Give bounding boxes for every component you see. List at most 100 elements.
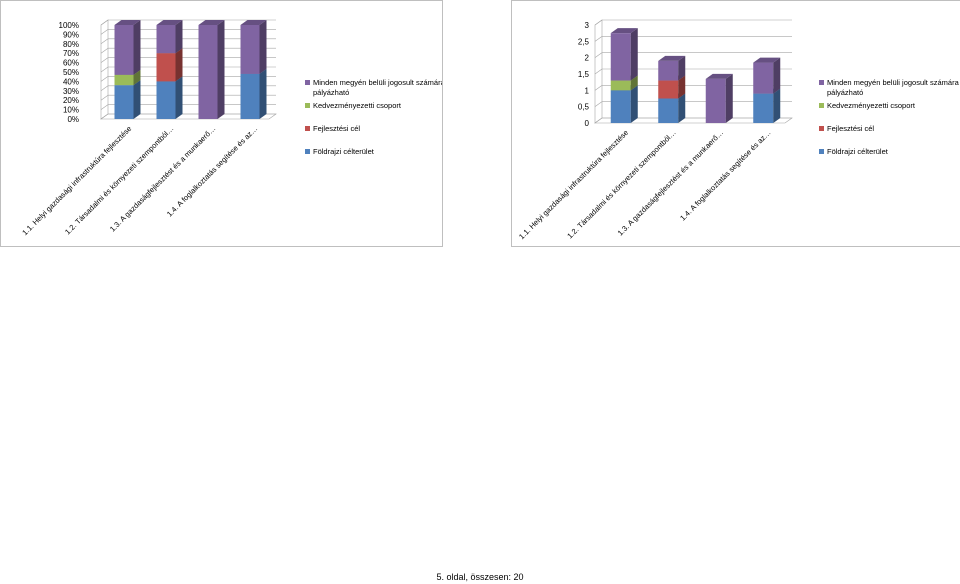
y-tick-label: 100% xyxy=(59,21,79,30)
bar-front xyxy=(114,25,134,75)
bar-front xyxy=(156,25,176,54)
gridline-side xyxy=(594,101,603,107)
bar-side xyxy=(630,85,638,123)
y-tick-label: 50% xyxy=(63,68,79,77)
y-tick-label: 2,5 xyxy=(578,37,590,46)
bar-side xyxy=(175,76,183,119)
bar-side xyxy=(678,93,686,123)
legend-label: Kedvezményezetti csoport xyxy=(313,101,402,110)
bar-front xyxy=(658,98,679,123)
legend-item: Földrajzi célterület xyxy=(305,147,375,156)
gridline-side xyxy=(100,85,109,92)
gridline-side xyxy=(100,113,109,120)
bar-segment xyxy=(753,88,781,123)
bar-segment xyxy=(658,55,686,81)
bar-front xyxy=(658,60,679,81)
gridline-side xyxy=(100,76,109,82)
legend-label: Földrajzi célterület xyxy=(313,147,375,156)
legend-label: Fejlesztési cél xyxy=(827,124,874,133)
bar-side xyxy=(773,88,781,123)
bar-front xyxy=(610,90,631,123)
gridline-side xyxy=(594,68,603,75)
bar-side xyxy=(259,68,267,119)
legend-item: Fejlesztési cél xyxy=(305,124,360,133)
gridline-side xyxy=(594,19,603,26)
bar-front xyxy=(198,25,218,119)
stacked-bar-chart: 0 0,5 1 1,5 2 2,5 3 1.1. Helyi gazdasági infras… xyxy=(511,0,960,247)
bar-side xyxy=(133,69,141,86)
y-tick-label: 20% xyxy=(63,96,79,105)
y-tick-label: 90% xyxy=(63,30,79,39)
legend-item: Földrajzi célterület xyxy=(819,147,889,156)
bar-side xyxy=(175,48,183,82)
y-tick-label: 0,5 xyxy=(578,103,590,112)
x-tick-label: 1.3. A gazdaságfejlesztést és a munkaerő… xyxy=(616,128,726,238)
y-tick-label: 0 xyxy=(585,119,590,128)
bar-side xyxy=(725,73,733,123)
gridline-side xyxy=(594,52,603,58)
legend-label: Kedvezményezetti csoport xyxy=(827,101,916,110)
y-tick-label: 80% xyxy=(63,40,79,49)
bar-segment xyxy=(240,68,267,119)
y-tick-label: 30% xyxy=(63,87,79,96)
x-tick-label: 1.4. A foglalkoztatás segítése és az… xyxy=(678,128,773,223)
legend: Minden megyén belüli jogosult számára pál… xyxy=(819,78,960,156)
bar-front xyxy=(114,74,134,86)
bars xyxy=(610,28,781,123)
bar-segment xyxy=(198,20,225,119)
bar-top xyxy=(705,73,733,79)
gridline-side xyxy=(100,94,109,101)
gridline-side xyxy=(100,38,109,45)
legend-swatch xyxy=(305,80,310,85)
y-tick-label: 3 xyxy=(585,21,590,30)
x-tick-label: 1.2. Társadalmi és környezeti szempontbó… xyxy=(565,128,677,240)
gridline-side xyxy=(100,47,109,54)
bar-segment xyxy=(705,73,733,123)
bar-side xyxy=(773,57,781,94)
y-tick-label: 1,5 xyxy=(578,70,590,79)
legend-swatch xyxy=(819,103,824,108)
bar-front xyxy=(610,33,631,81)
bar-segment xyxy=(610,85,638,123)
legend-item: Kedvezményezetti csoport xyxy=(819,101,916,110)
y-tick-label: 0% xyxy=(67,115,79,124)
bar-front xyxy=(610,80,631,91)
bar-side xyxy=(133,20,141,75)
legend: Minden megyén belüli jogosult számára pál… xyxy=(305,78,442,156)
y-tick-label: 10% xyxy=(63,106,79,115)
legend-swatch xyxy=(819,126,824,131)
bars xyxy=(114,20,267,119)
legend-item: Minden megyén belüli jogosult számára pál… xyxy=(819,78,960,97)
bar-top xyxy=(156,20,183,25)
bar-front xyxy=(240,73,260,119)
bar-segment xyxy=(114,20,141,75)
bar-front xyxy=(705,78,726,123)
gridline-side xyxy=(594,117,603,124)
bar-top xyxy=(658,55,686,61)
bar-front xyxy=(753,62,774,94)
bar-top xyxy=(610,28,638,34)
y-tick-label: 40% xyxy=(63,77,79,86)
y-tick-label: 70% xyxy=(63,49,79,58)
bar-front xyxy=(156,53,176,82)
bar-segment xyxy=(156,76,183,119)
bar-segment xyxy=(753,57,781,94)
legend-item: Minden megyén belüli jogosult számára pál… xyxy=(305,78,442,97)
page-footer: 5. oldal, összesen: 20 xyxy=(436,572,524,582)
bar-side xyxy=(175,20,183,54)
legend-swatch xyxy=(819,80,824,85)
bar-front xyxy=(753,93,774,123)
bar-side xyxy=(259,20,267,74)
bar-side xyxy=(217,20,225,119)
x-tick-label: 1.4. A foglalkoztatás segítése és az… xyxy=(165,124,260,219)
x-tick-label: 1.1. Helyi gazdasági infrastruktúra fejl… xyxy=(517,128,630,241)
legend-item: Kedvezményezetti csoport xyxy=(305,101,402,110)
bar-segment xyxy=(114,80,141,119)
legend-label: Földrajzi célterület xyxy=(827,147,889,156)
gridline-side xyxy=(594,36,603,42)
bar-side xyxy=(630,28,638,81)
bar-front xyxy=(658,80,679,99)
bar-segment xyxy=(240,20,267,74)
legend-swatch xyxy=(305,126,310,131)
gridline-side xyxy=(594,85,603,91)
